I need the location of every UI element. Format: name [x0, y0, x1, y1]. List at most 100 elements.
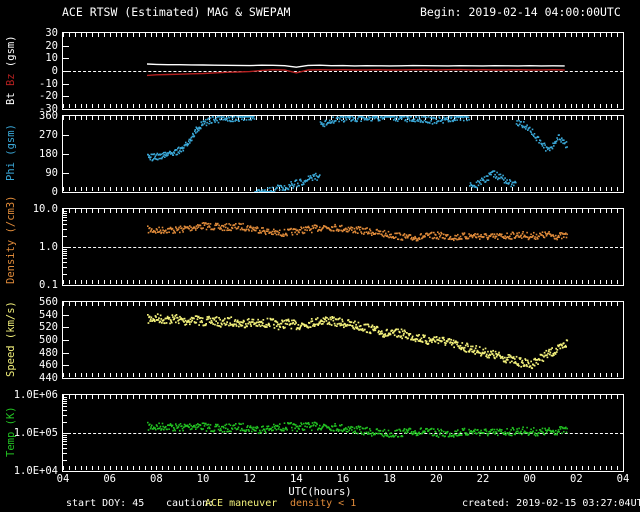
x-minor-tick [593, 466, 595, 470]
x-minor-tick [68, 466, 70, 470]
x-minor-tick [599, 280, 601, 284]
x-minor-tick [203, 104, 204, 108]
x-minor-tick [103, 280, 105, 284]
x-minor-tick [238, 209, 239, 213]
x-minor-tick [173, 373, 175, 377]
x-minor-tick [133, 104, 134, 108]
x-minor-tick [74, 302, 76, 306]
x-minor-tick [214, 302, 216, 306]
x-minor-tick [156, 104, 158, 108]
x-minor-tick [150, 373, 152, 377]
x-minor-tick [284, 280, 286, 284]
x-minor-tick [63, 373, 64, 377]
x-minor-tick [576, 466, 578, 470]
y-tick-label: 480 [39, 346, 58, 359]
x-minor-tick [255, 395, 257, 399]
x-minor-tick [92, 187, 94, 191]
x-minor-tick [319, 209, 321, 213]
x-minor-tick [518, 280, 519, 284]
x-minor-tick [471, 33, 473, 37]
x-minor-tick [255, 280, 257, 284]
x-minor-tick [494, 33, 496, 37]
x-minor-tick [121, 395, 123, 399]
x-minor-tick [63, 104, 64, 108]
x-minor-tick [611, 116, 613, 120]
x-minor-tick [168, 104, 169, 108]
footer-caution-label: caution: [166, 498, 215, 509]
x-minor-tick [226, 373, 228, 377]
x-minor-tick [127, 209, 129, 213]
x-minor-tick [86, 395, 88, 399]
x-minor-tick [500, 466, 502, 470]
x-minor-tick [162, 209, 164, 213]
x-minor-tick [605, 33, 607, 37]
x-minor-tick [541, 280, 543, 284]
x-minor-tick [331, 302, 333, 306]
x-minor-tick [436, 395, 438, 399]
y-tick [63, 58, 69, 60]
x-minor-tick [605, 280, 607, 284]
x-minor-tick [249, 373, 251, 377]
x-minor-tick [343, 302, 344, 306]
x-minor-tick [133, 187, 134, 191]
x-minor-tick [121, 104, 123, 108]
x-minor-tick [588, 466, 589, 470]
x-minor-tick [343, 104, 344, 108]
x-minor-tick [395, 187, 397, 191]
x-minor-tick [383, 373, 385, 377]
x-tick-label: 02 [570, 473, 583, 485]
footer-caution-maneuver: ACE maneuver [205, 498, 278, 509]
x-minor-tick [564, 116, 566, 120]
x-minor-tick [331, 373, 333, 377]
x-minor-tick [220, 187, 222, 191]
x-minor-tick [395, 104, 397, 108]
x-minor-tick [535, 104, 537, 108]
x-minor-tick [395, 373, 397, 377]
x-minor-tick [173, 33, 175, 37]
x-minor-tick [623, 33, 624, 37]
x-minor-tick [208, 33, 210, 37]
x-minor-tick [372, 280, 374, 284]
x-minor-tick [302, 209, 304, 213]
x-minor-tick [185, 209, 187, 213]
x-minor-tick [103, 116, 105, 120]
x-minor-tick [68, 104, 70, 108]
x-minor-tick [138, 116, 140, 120]
x-minor-tick [313, 104, 315, 108]
x-minor-tick [203, 33, 204, 37]
x-minor-tick [109, 209, 111, 213]
x-minor-tick [238, 116, 239, 120]
x-minor-tick [617, 280, 619, 284]
x-minor-tick [127, 33, 129, 37]
x-minor-tick [588, 116, 589, 120]
x-minor-tick [383, 187, 385, 191]
x-minor-tick [506, 395, 508, 399]
x-minor-tick [529, 104, 531, 108]
x-minor-tick [156, 33, 158, 37]
x-minor-tick [220, 116, 222, 120]
x-minor-tick [477, 104, 479, 108]
x-minor-tick [115, 104, 117, 108]
x-minor-tick [109, 116, 111, 120]
x-minor-tick [407, 302, 409, 306]
x-minor-tick [226, 395, 228, 399]
x-minor-tick [238, 187, 239, 191]
x-minor-tick [453, 209, 455, 213]
x-minor-tick [599, 187, 601, 191]
x-minor-tick [197, 373, 199, 377]
x-minor-tick [162, 395, 164, 399]
x-minor-tick [506, 280, 508, 284]
x-minor-tick [296, 466, 298, 470]
x-minor-tick [249, 280, 251, 284]
x-minor-tick [127, 466, 129, 470]
x-minor-tick [156, 373, 158, 377]
x-minor-tick [220, 373, 222, 377]
y-tick [63, 135, 69, 136]
x-minor-tick [115, 466, 117, 470]
x-minor-tick [401, 209, 403, 213]
x-minor-tick [605, 209, 607, 213]
x-minor-tick [453, 187, 455, 191]
x-minor-tick [605, 395, 607, 399]
data-trace-speed [147, 313, 569, 370]
x-minor-tick [191, 116, 193, 120]
